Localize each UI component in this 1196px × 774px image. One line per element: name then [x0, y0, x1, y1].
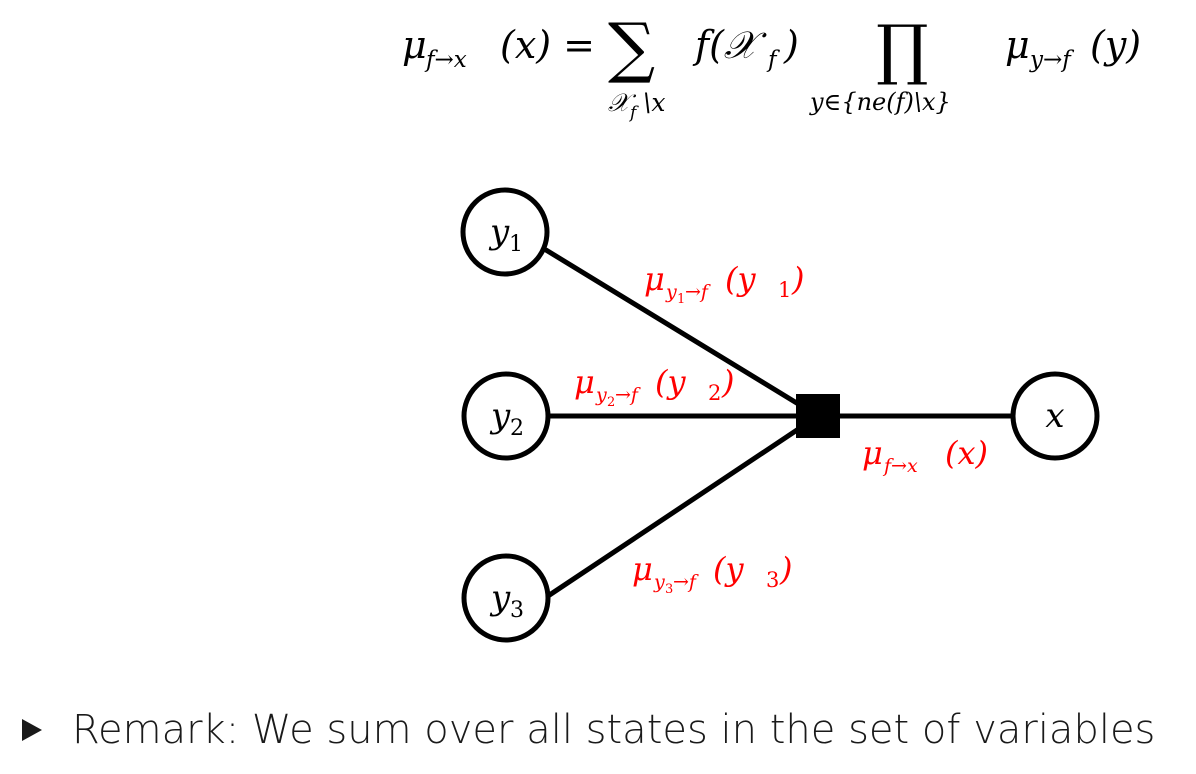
message-y1-to-f: μ y 1 →f (y 1 ) [644, 260, 804, 307]
message-arg: (y [655, 363, 686, 401]
formula-rhs-argument: (y) [1090, 23, 1141, 67]
message-arg-index: 3 [766, 568, 779, 592]
message-sub: y [665, 281, 677, 303]
variable-node-x: x [1010, 371, 1100, 461]
node-circle [461, 371, 551, 461]
message-arg-index: 1 [778, 278, 791, 302]
formula-f-term-subscript: f [766, 47, 780, 73]
message-sub: →f [685, 281, 711, 303]
message-sub: →f [673, 571, 699, 593]
formula-sum-under-rest: \x [643, 88, 666, 117]
formula-lhs-subscript: f→x [424, 47, 467, 73]
formula-rhs-mu: μ [1005, 23, 1030, 67]
message-sub: →f [615, 384, 641, 406]
node-circle [1010, 371, 1100, 461]
node-label-base: y [489, 578, 511, 618]
message-sub: f→x [882, 455, 918, 477]
sum-product-formula: μ f→x (x) = ∑ 𝒳 f \x f(𝒳 f ) ∏ y∈{ne(f)\… [402, 9, 1141, 123]
formula-f-term-close: ) [783, 23, 799, 67]
node-label-base: y [489, 396, 511, 436]
node-label-subscript: 2 [510, 416, 524, 441]
message-arg: ) [779, 550, 792, 588]
formula-sum-symbol: ∑ [608, 9, 655, 86]
message-sub: y [653, 571, 665, 593]
variable-node-y3: y 3 [461, 553, 551, 643]
formula-f-term: f(𝒳 [692, 23, 767, 67]
bullet-triangle-icon [22, 719, 42, 741]
message-mu: μ [574, 363, 595, 401]
remark-bullet-item: Remark: We sum over all states in the se… [20, 700, 1155, 760]
variable-node-y2: y 2 [461, 371, 551, 461]
message-sub: y [595, 384, 607, 406]
message-arg: (y [725, 260, 756, 298]
edge-y1-f [543, 247, 821, 419]
variable-node-y1: y 1 [460, 187, 550, 277]
formula-lhs-mu: μ [402, 23, 427, 67]
message-f-to-x: μ f→x (x) [862, 434, 988, 477]
node-label-base: x [1045, 396, 1064, 436]
message-sub-index: 1 [677, 292, 685, 307]
node-circle [461, 553, 551, 643]
formula-product-under: y∈{ne(f)\x} [809, 88, 951, 116]
message-mu: μ [862, 434, 883, 472]
formula-rhs-subscript: y→f [1029, 47, 1074, 73]
message-arg: (y [713, 550, 744, 588]
message-arg: (x) [945, 434, 988, 472]
factor-node-f [796, 394, 840, 438]
node-circle [460, 187, 550, 277]
message-mu: μ [644, 260, 665, 298]
message-y2-to-f: μ y 2 →f (y 2 ) [574, 363, 734, 410]
factor-graph-figure: μ f→x (x) = ∑ 𝒳 f \x f(𝒳 f ) ∏ y∈{ne(f)\… [402, 9, 1141, 643]
message-arg: ) [791, 260, 804, 298]
remark-text: Remark: We sum over all states in the se… [72, 707, 1156, 753]
message-arg: ) [721, 363, 734, 401]
graph-edges [543, 247, 1015, 599]
message-y3-to-f: μ y 3 →f (y 3 ) [632, 550, 792, 597]
formula-lhs-argument: (x) = [500, 23, 595, 67]
node-label-subscript: 1 [509, 232, 523, 257]
node-label-base: y [488, 212, 510, 252]
message-arg-index: 2 [708, 381, 721, 405]
node-label-subscript: 3 [510, 598, 524, 623]
message-labels: μ y 1 →f (y 1 ) μ y 2 →f (y 2 ) μ y 3 [574, 260, 988, 597]
formula-sum-under-sub: f [628, 103, 639, 123]
message-mu: μ [632, 550, 653, 588]
message-sub-index: 3 [665, 582, 673, 597]
formula-product-symbol: ∏ [876, 11, 929, 88]
edge-y3-f [545, 413, 821, 599]
message-sub-index: 2 [607, 395, 615, 410]
